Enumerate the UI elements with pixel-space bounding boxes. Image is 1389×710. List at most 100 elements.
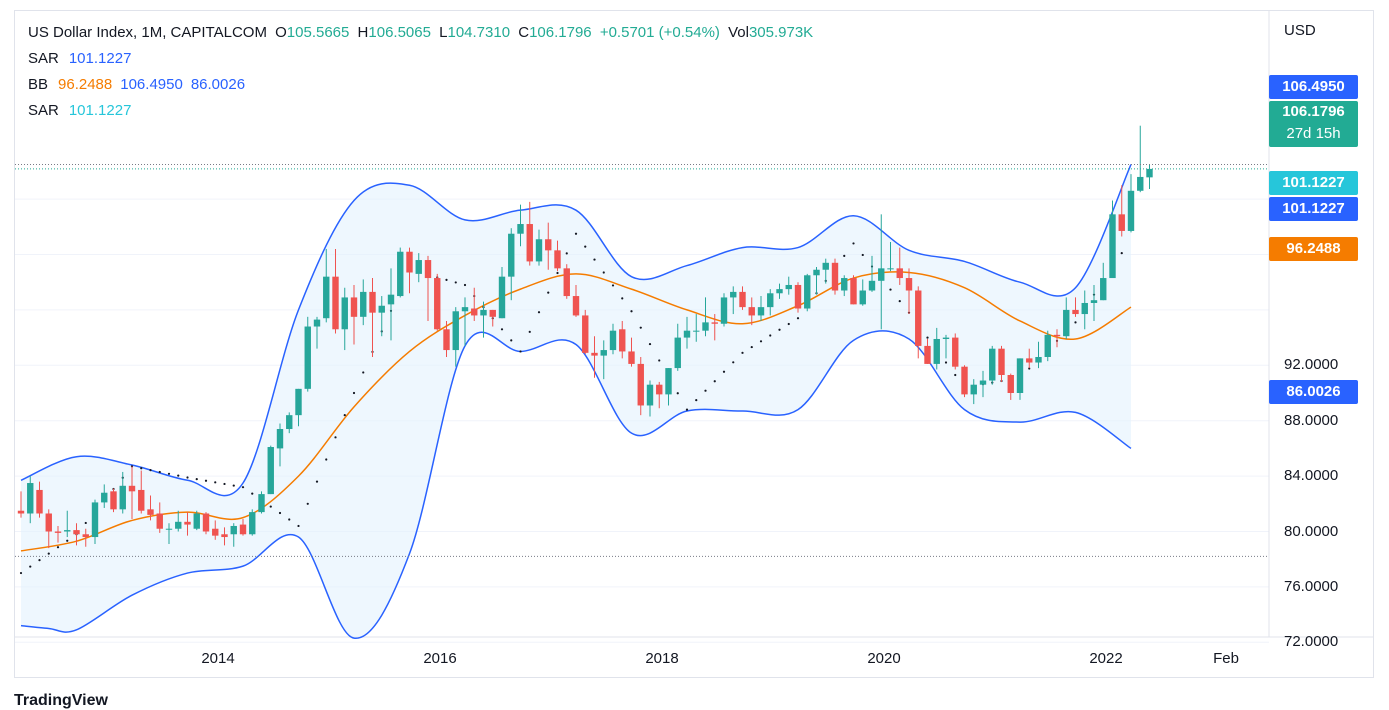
price-tag: 86.0026 [1269, 380, 1358, 404]
candle [54, 525, 62, 543]
candle [628, 337, 635, 367]
sar-dot [796, 317, 800, 320]
legend-vol-label: Vol [728, 24, 749, 41]
candle-body [1007, 374, 1014, 393]
candle-body [119, 485, 126, 510]
candle [1044, 330, 1051, 362]
candle [831, 258, 839, 295]
candle [942, 334, 950, 359]
candle [859, 279, 866, 306]
candle [767, 289, 774, 316]
x-tick-label: Feb [1213, 650, 1239, 667]
candle [776, 283, 783, 299]
candle [693, 314, 700, 342]
candle-body [249, 512, 256, 535]
legend-sar1-value: 101.1227 [68, 50, 132, 67]
y-tick-label: 92.0000 [1284, 356, 1339, 374]
candle [128, 466, 136, 520]
candle-body [1146, 168, 1153, 178]
candle-body [258, 494, 265, 513]
candle [415, 253, 422, 283]
legend-sar2[interactable]: SAR 101.1227 [28, 102, 135, 119]
candle [286, 412, 293, 434]
sar-dot [278, 511, 282, 515]
candle-body [822, 262, 829, 270]
candle-body [73, 530, 80, 535]
y-tick-label: 84.0000 [1284, 467, 1339, 485]
legend-bb-mid: 96.2488 [58, 76, 113, 93]
sar-dot [898, 300, 901, 303]
sar-dot [852, 242, 855, 245]
candle [387, 268, 395, 341]
candle [1007, 373, 1014, 400]
x-tick-label: 2022 [1089, 650, 1123, 667]
candle-body [360, 291, 367, 317]
sar-dot [584, 245, 587, 248]
candle [1016, 358, 1024, 400]
candle [841, 275, 848, 297]
candle [1090, 284, 1098, 321]
candle-body [535, 239, 543, 262]
legend-c-label: C [518, 24, 530, 41]
candle-body [212, 528, 219, 536]
candle [600, 340, 607, 380]
sar-dot [177, 474, 180, 477]
candle-body [82, 534, 89, 538]
sar-dot [140, 467, 143, 470]
candle-body [905, 278, 913, 291]
candle-body [1081, 302, 1088, 315]
candle-body [91, 502, 99, 538]
x-tick-label: 2020 [867, 650, 901, 667]
candle [933, 327, 940, 370]
candle-body [924, 345, 931, 364]
candle [36, 481, 43, 518]
legend-bb[interactable]: BB 96.2488 106.4950 86.0026 [28, 76, 249, 93]
candle [82, 528, 89, 547]
candle-body [785, 284, 792, 290]
candle-body [443, 329, 450, 351]
candle-body [369, 291, 376, 313]
candle [350, 284, 358, 345]
candle [748, 297, 755, 326]
candle-body [471, 308, 478, 316]
tradingview-logo[interactable]: TradingView [14, 692, 108, 710]
legend-change: +0.5701 (+0.54%) [599, 24, 720, 41]
candle-body [27, 483, 34, 514]
price-tag: 101.1227 [1269, 197, 1358, 221]
candle-body [720, 297, 728, 324]
sar-dot [29, 565, 32, 568]
candle [1127, 174, 1135, 233]
candle-body [952, 337, 959, 367]
candle [397, 247, 404, 298]
candle [212, 520, 219, 540]
candle-body [572, 296, 580, 316]
candle-body [1090, 300, 1098, 303]
candle-body [1137, 176, 1144, 191]
candle-body [545, 239, 552, 251]
candle [804, 273, 811, 312]
candle-body [267, 447, 274, 495]
candle-body [1072, 309, 1079, 315]
candle-body [498, 276, 506, 319]
sar-dot [574, 232, 578, 235]
candle [1137, 125, 1144, 193]
sar-dot [297, 524, 300, 528]
candle-body [637, 363, 644, 406]
legend-sar1[interactable]: SAR 101.1227 [28, 50, 135, 67]
candle-body [739, 291, 746, 308]
y-axis-unit: USD [1284, 22, 1316, 39]
candle-body [239, 524, 247, 535]
candle [1146, 164, 1153, 189]
candle [563, 264, 570, 299]
candle [165, 523, 173, 544]
sar-dot [232, 484, 235, 487]
candle [609, 323, 617, 355]
candle-body [757, 307, 765, 316]
sar-dot [685, 408, 689, 411]
candle [313, 316, 321, 349]
legend-sar2-label: SAR [28, 102, 59, 119]
candle [332, 248, 339, 334]
price-tag: 106.4950 [1269, 75, 1358, 99]
candle-body [434, 278, 441, 330]
